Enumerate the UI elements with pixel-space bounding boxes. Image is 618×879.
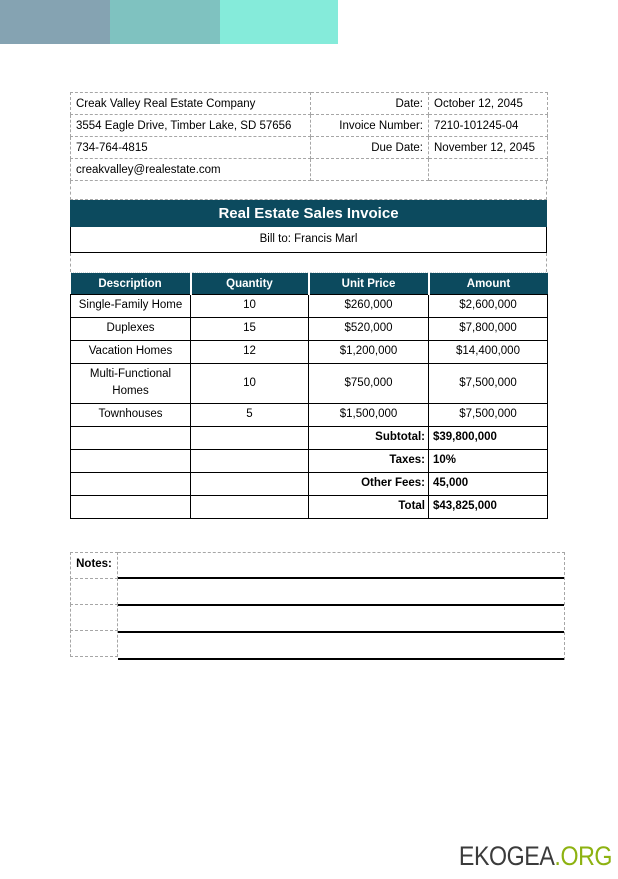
item-description: Vacation Homes [70,340,191,364]
notes-writing-line[interactable] [118,633,564,660]
invoice-content: Creak Valley Real Estate Company Date: O… [70,92,565,660]
empty-cell [190,425,309,450]
item-row: Townhouses 5 $1,500,000 $7,500,000 [70,402,548,427]
item-quantity: 10 [190,294,309,318]
total-value: $43,825,000 [428,494,548,519]
info-row-1: Creak Valley Real Estate Company Date: O… [70,92,548,115]
item-amount: $14,400,000 [428,340,548,364]
notes-writing-line[interactable] [118,553,564,579]
total-label: Total [308,494,429,519]
brand-name: EKOGEA [458,841,555,871]
empty-cell [190,494,309,519]
item-unit-price: $1,200,000 [308,340,429,364]
items-table: Description Quantity Unit Price Amount S… [70,272,548,519]
header-decoration [0,0,338,44]
notes-section: Notes: [70,551,565,660]
empty-cell [70,448,191,473]
item-quantity: 15 [190,317,309,341]
col-header-amount: Amount [427,272,548,295]
item-quantity: 5 [190,402,309,427]
item-row: Duplexes 15 $520,000 $7,800,000 [70,317,548,341]
item-unit-price: $750,000 [308,363,429,404]
empty-cell [70,425,191,450]
item-description: Duplexes [70,317,191,341]
subtotal-value: $39,800,000 [428,425,548,450]
empty-cell [70,494,191,519]
other-fees-value: 45,000 [428,471,548,496]
notes-writing-line[interactable] [118,579,564,606]
date-label: Date: [310,92,429,115]
item-amount: $7,800,000 [428,317,548,341]
empty-value-cell [428,158,548,181]
subtotal-label: Subtotal: [308,425,429,450]
company-phone: 734-764-4815 [70,136,311,159]
empty-label-cell [310,158,429,181]
col-header-quantity: Quantity [189,272,309,295]
company-name: Creak Valley Real Estate Company [70,92,311,115]
notes-label-empty-cell [70,577,118,605]
brand-suffix: .ORG [554,841,612,871]
section-gap [70,181,547,200]
section-gap [70,253,547,272]
item-amount: $7,500,000 [428,402,548,427]
item-amount: $2,600,000 [428,294,548,318]
bill-to-line: Bill to: Francis Marl [70,227,547,253]
due-date-label: Due Date: [310,136,429,159]
due-date-value: November 12, 2045 [428,136,548,159]
summary-row-total: Total $43,825,000 [70,494,548,519]
decoration-block-2 [110,0,220,44]
decoration-block-3 [220,0,338,44]
company-address: 3554 Eagle Drive, Timber Lake, SD 57656 [70,114,311,137]
summary-row-subtotal: Subtotal: $39,800,000 [70,425,548,450]
taxes-value: 10% [428,448,548,473]
notes-lines-column [118,551,565,660]
notes-label-empty-cell [70,629,118,657]
company-email: creakvalley@realestate.com [70,158,311,181]
empty-cell [70,471,191,496]
item-unit-price: $1,500,000 [308,402,429,427]
item-row: Vacation Homes 12 $1,200,000 $14,400,000 [70,340,548,364]
invoice-number-value: 7210-101245-04 [428,114,548,137]
notes-label-column: Notes: [70,551,118,660]
col-header-unit-price: Unit Price [307,272,429,295]
item-quantity: 10 [190,363,309,404]
summary-row-taxes: Taxes: 10% [70,448,548,473]
summary-row-other-fees: Other Fees: 45,000 [70,471,548,496]
info-row-4: creakvalley@realestate.com [70,158,548,181]
info-row-2: 3554 Eagle Drive, Timber Lake, SD 57656 … [70,114,548,137]
invoice-number-label: Invoice Number: [310,114,429,137]
notes-label: Notes: [70,551,118,579]
col-header-description: Description [70,272,191,295]
item-description: Townhouses [70,402,191,427]
invoice-title: Real Estate Sales Invoice [70,200,547,227]
item-amount: $7,500,000 [428,363,548,404]
item-quantity: 12 [190,340,309,364]
notes-writing-line[interactable] [118,606,564,633]
empty-cell [190,471,309,496]
ekogea-logo: EKOGEA.ORG [458,841,613,872]
item-row: Single-Family Home 10 $260,000 $2,600,00… [70,294,548,318]
company-info-table: Creak Valley Real Estate Company Date: O… [70,92,548,181]
date-value: October 12, 2045 [428,92,548,115]
info-row-3: 734-764-4815 Due Date: November 12, 2045 [70,136,548,159]
items-header-row: Description Quantity Unit Price Amount [70,272,548,295]
empty-cell [190,448,309,473]
item-unit-price: $520,000 [308,317,429,341]
item-unit-price: $260,000 [308,294,429,318]
item-row: Multi-Functional Homes 10 $750,000 $7,50… [70,363,548,404]
notes-label-empty-cell [70,603,118,631]
decoration-block-1 [0,0,110,44]
item-description: Multi-Functional Homes [70,363,191,404]
item-description: Single-Family Home [70,294,191,318]
taxes-label: Taxes: [308,448,429,473]
other-fees-label: Other Fees: [308,471,429,496]
